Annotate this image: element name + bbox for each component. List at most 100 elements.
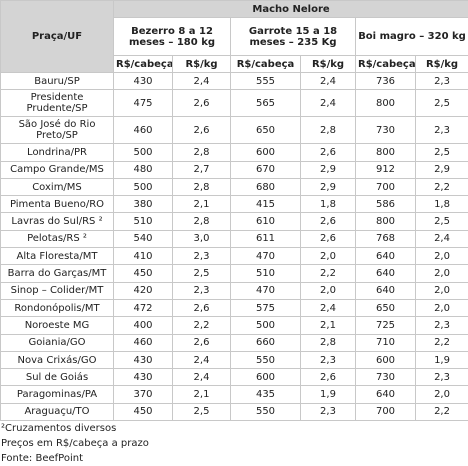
price-cell: 2,6 bbox=[173, 90, 231, 117]
price-cell: 2,8 bbox=[301, 334, 356, 351]
price-cell: 2,4 bbox=[173, 351, 231, 368]
location-cell: Londrina/PR bbox=[1, 144, 114, 161]
price-cell: 700 bbox=[356, 403, 416, 420]
price-cell: 510 bbox=[231, 265, 301, 282]
price-cell: 575 bbox=[231, 299, 301, 316]
price-cell: 1,8 bbox=[301, 196, 356, 213]
location-cell: Araguaçu/TO bbox=[1, 403, 114, 420]
price-cell: 670 bbox=[231, 161, 301, 178]
price-cell: 2,5 bbox=[416, 213, 468, 230]
price-cell: 460 bbox=[114, 334, 173, 351]
price-cell: 2,8 bbox=[173, 213, 231, 230]
price-cell: 2,0 bbox=[301, 248, 356, 265]
price-cell: 470 bbox=[231, 282, 301, 299]
price-cell: 2,4 bbox=[301, 299, 356, 316]
price-cell: 2,3 bbox=[173, 248, 231, 265]
price-cell: 640 bbox=[356, 248, 416, 265]
price-cell: 2,1 bbox=[173, 386, 231, 403]
price-cell: 800 bbox=[356, 144, 416, 161]
price-cell: 550 bbox=[231, 403, 301, 420]
price-cell: 400 bbox=[114, 317, 173, 334]
price-cell: 2,2 bbox=[416, 334, 468, 351]
price-cell: 725 bbox=[356, 317, 416, 334]
price-cell: 600 bbox=[231, 369, 301, 386]
price-cell: 1,9 bbox=[301, 386, 356, 403]
price-cell: 565 bbox=[231, 90, 301, 117]
price-cell: 660 bbox=[231, 334, 301, 351]
price-cell: 435 bbox=[231, 386, 301, 403]
price-cell: 2,3 bbox=[416, 317, 468, 334]
location-cell: Campo Grande/MS bbox=[1, 161, 114, 178]
price-cell: 640 bbox=[356, 386, 416, 403]
price-cell: 2,8 bbox=[301, 117, 356, 144]
category-header: Bezerro 8 a 12 meses – 180 kg bbox=[114, 18, 231, 56]
price-cell: 480 bbox=[114, 161, 173, 178]
price-cell: 450 bbox=[114, 403, 173, 420]
price-cell: 500 bbox=[114, 178, 173, 195]
price-cell: 2,6 bbox=[173, 299, 231, 316]
category-header: Garrote 15 a 18 meses – 235 Kg bbox=[231, 18, 356, 56]
footnote: Fonte: BeefPoint bbox=[0, 451, 468, 466]
price-cell: 2,9 bbox=[301, 161, 356, 178]
location-cell: Presidente Prudente/SP bbox=[1, 90, 114, 117]
location-cell: São José do Rio Preto/SP bbox=[1, 117, 114, 144]
price-cell: 2,5 bbox=[173, 265, 231, 282]
price-cell: 2,9 bbox=[301, 178, 356, 195]
price-cell: 2,0 bbox=[416, 282, 468, 299]
price-cell: 710 bbox=[356, 334, 416, 351]
price-table: Praça/UF Macho Nelore Bezerro 8 a 12 mes… bbox=[0, 0, 468, 421]
price-cell: 2,2 bbox=[173, 317, 231, 334]
price-cell: 680 bbox=[231, 178, 301, 195]
price-cell: 2,4 bbox=[301, 90, 356, 117]
price-cell: 800 bbox=[356, 90, 416, 117]
price-cell: 2,6 bbox=[173, 117, 231, 144]
category-header: Boi magro – 320 kg bbox=[356, 18, 468, 56]
price-cell: 2,7 bbox=[173, 161, 231, 178]
price-cell: 430 bbox=[114, 369, 173, 386]
location-cell: Coxim/MS bbox=[1, 178, 114, 195]
location-cell: Alta Floresta/MT bbox=[1, 248, 114, 265]
group-header: Macho Nelore bbox=[114, 1, 468, 18]
price-cell: 1,9 bbox=[416, 351, 468, 368]
price-cell: 420 bbox=[114, 282, 173, 299]
price-cell: 2,6 bbox=[301, 144, 356, 161]
price-cell: 2,5 bbox=[173, 403, 231, 420]
price-cell: 555 bbox=[231, 73, 301, 90]
unit-header: R$/kg bbox=[416, 56, 468, 73]
price-cell: 3,0 bbox=[173, 230, 231, 247]
location-cell: Barra do Garças/MT bbox=[1, 265, 114, 282]
location-cell: Sul de Goiás bbox=[1, 369, 114, 386]
price-cell: 2,8 bbox=[173, 144, 231, 161]
price-cell: 2,1 bbox=[173, 196, 231, 213]
unit-header: R$/cabeça bbox=[114, 56, 173, 73]
price-cell: 2,8 bbox=[173, 178, 231, 195]
price-cell: 2,6 bbox=[301, 230, 356, 247]
price-cell: 2,0 bbox=[416, 299, 468, 316]
location-cell: Lavras do Sul/RS ² bbox=[1, 213, 114, 230]
price-cell: 730 bbox=[356, 117, 416, 144]
price-cell: 2,1 bbox=[301, 317, 356, 334]
price-cell: 2,0 bbox=[416, 248, 468, 265]
price-cell: 2,3 bbox=[416, 117, 468, 144]
price-cell: 2,4 bbox=[301, 73, 356, 90]
price-cell: 736 bbox=[356, 73, 416, 90]
price-cell: 700 bbox=[356, 178, 416, 195]
price-cell: 2,3 bbox=[416, 369, 468, 386]
location-cell: Noroeste MG bbox=[1, 317, 114, 334]
